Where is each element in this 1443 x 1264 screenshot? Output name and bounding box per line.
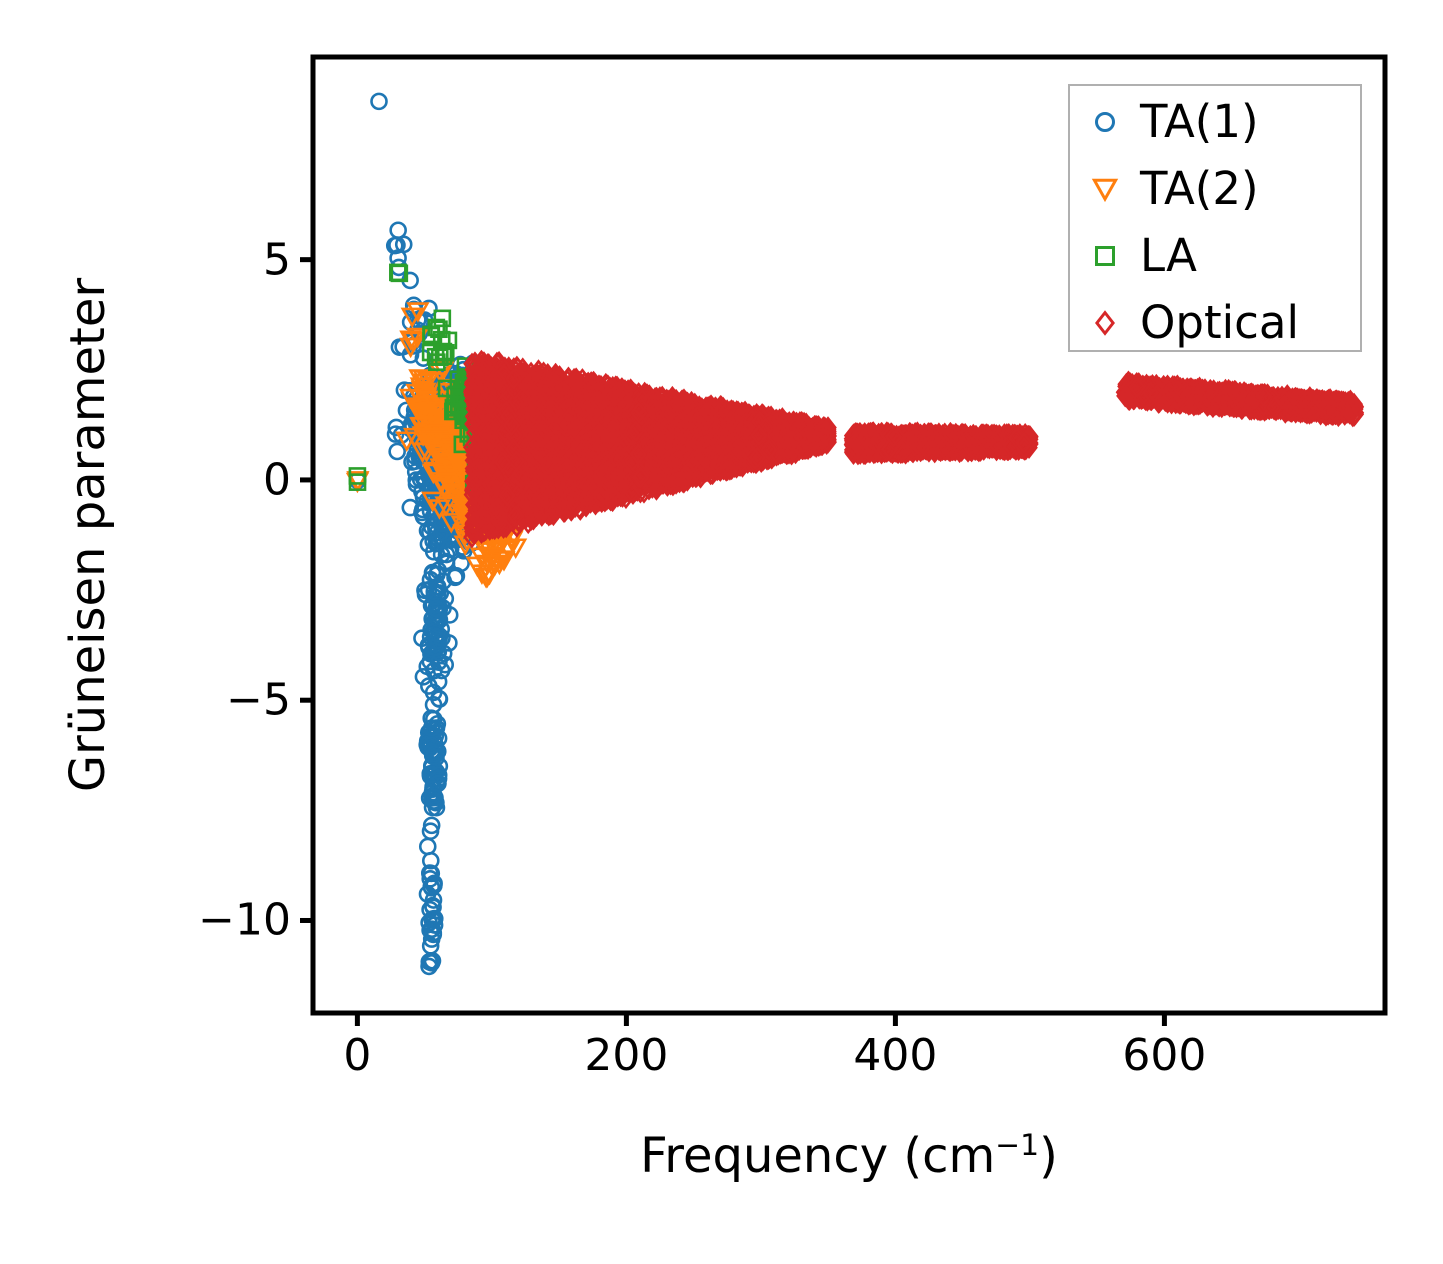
circle-marker-icon [1070, 105, 1140, 139]
legend-item-ta2[interactable]: TA(2) [1070, 155, 1360, 222]
y-tick-label: 0 [263, 454, 291, 506]
x-tick-label: 0 [343, 1030, 372, 1081]
x-axis-label-main: Frequency (cm [640, 1128, 996, 1184]
axes-frame [310, 54, 1388, 1016]
x-tick-label: 600 [1122, 1030, 1207, 1081]
x-tick-label: 400 [853, 1030, 938, 1081]
legend-item-la[interactable]: LA [1070, 222, 1360, 289]
y-tick-label: −10 [198, 894, 291, 946]
legend-label: LA [1140, 229, 1197, 282]
triangle-down-marker-icon [1070, 172, 1140, 206]
x-tick-label: 200 [584, 1030, 669, 1081]
y-axis-label: Grüneisen parameter [60, 277, 116, 793]
y-tick-label: −5 [226, 674, 291, 726]
x-axis-label-tail: ) [1039, 1128, 1058, 1184]
series-optical [462, 349, 1365, 549]
x-axis-label: Frequency (cm−1) [640, 1128, 1058, 1184]
y-tick-label: 5 [263, 234, 291, 286]
x-axis-label-exponent: −1 [995, 1128, 1040, 1163]
legend-item-ta1[interactable]: TA(1) [1070, 88, 1360, 155]
legend[interactable]: TA(1) TA(2) LA Optical [1068, 84, 1362, 352]
legend-label: TA(1) [1140, 95, 1259, 148]
legend-label: TA(2) [1140, 162, 1259, 215]
legend-label: Optical [1140, 296, 1299, 349]
data-points-layer [345, 92, 1365, 976]
axis-ticks [300, 257, 1167, 1026]
legend-item-optical[interactable]: Optical [1070, 289, 1360, 356]
square-marker-icon [1070, 239, 1140, 273]
diamond-marker-icon [1070, 306, 1140, 340]
